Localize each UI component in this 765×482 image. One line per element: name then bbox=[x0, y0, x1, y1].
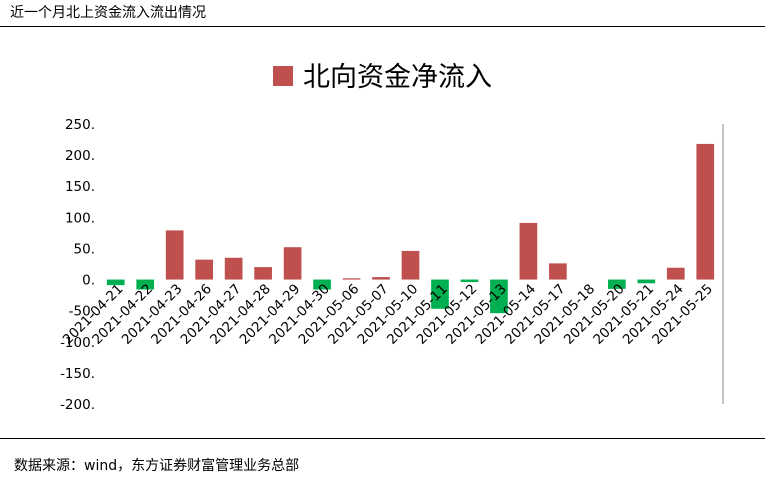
bar-2021-05-14 bbox=[519, 222, 538, 280]
y-tick-label: 100. bbox=[65, 210, 95, 226]
bar-2021-04-26 bbox=[195, 259, 214, 280]
y-tick-label: -200. bbox=[60, 397, 95, 413]
bar-2021-05-11 bbox=[431, 279, 449, 309]
legend-label: 北向资金净流入 bbox=[303, 62, 492, 93]
source-note: 数据来源：wind，东方证券财富管理业务总部 bbox=[14, 458, 300, 474]
bar-2021-05-17 bbox=[549, 263, 567, 280]
bar-2021-05-24 bbox=[666, 267, 685, 280]
legend-swatch bbox=[273, 66, 293, 86]
bar-2021-05-25 bbox=[696, 143, 715, 280]
y-tick-label: 150. bbox=[65, 179, 95, 195]
y-axis: 250. 200. 150. 100. 50. 0. -50. -100. -150. -200. bbox=[60, 117, 724, 413]
bar-2021-05-13 bbox=[490, 279, 508, 314]
bar-2021-05-12 bbox=[460, 279, 479, 283]
y-tick-label: 0. bbox=[82, 273, 95, 289]
bar-2021-05-10 bbox=[401, 250, 420, 280]
bar-2021-04-28 bbox=[254, 267, 272, 280]
bar-2021-05-20 bbox=[607, 279, 626, 289]
bar-2021-05-21 bbox=[637, 279, 656, 284]
y-tick-label: -150. bbox=[60, 366, 95, 382]
footer-rule bbox=[0, 438, 765, 439]
bar-2021-04-22 bbox=[136, 279, 155, 290]
bar-2021-05-07 bbox=[372, 277, 390, 280]
bar-2021-04-23 bbox=[165, 230, 184, 280]
bar-2021-04-29 bbox=[283, 247, 302, 280]
y-tick-label: -50. bbox=[69, 304, 95, 320]
bar-2021-05-06 bbox=[342, 278, 361, 280]
bar-2021-04-21 bbox=[106, 279, 125, 286]
y-tick-label: 200. bbox=[65, 148, 95, 164]
y-tick-label: 50. bbox=[74, 241, 95, 257]
x-axis-labels: 2021-04-212021-04-222021-04-232021-04-26… bbox=[60, 281, 716, 348]
bars bbox=[106, 143, 715, 314]
y-tick-label: 250. bbox=[65, 117, 95, 133]
y-tick-label: -100. bbox=[60, 335, 95, 351]
header-rule bbox=[0, 26, 765, 27]
bar-2021-04-30 bbox=[313, 279, 331, 290]
bar-2021-04-27 bbox=[224, 257, 243, 280]
page-title: 近一个月北上资金流入流出情况 bbox=[10, 5, 206, 21]
chart: 北向资金净流入 250. 200. 150. 100. 50. 0. -50. -100. -1… bbox=[60, 62, 724, 413]
legend: 北向资金净流入 bbox=[273, 62, 492, 93]
